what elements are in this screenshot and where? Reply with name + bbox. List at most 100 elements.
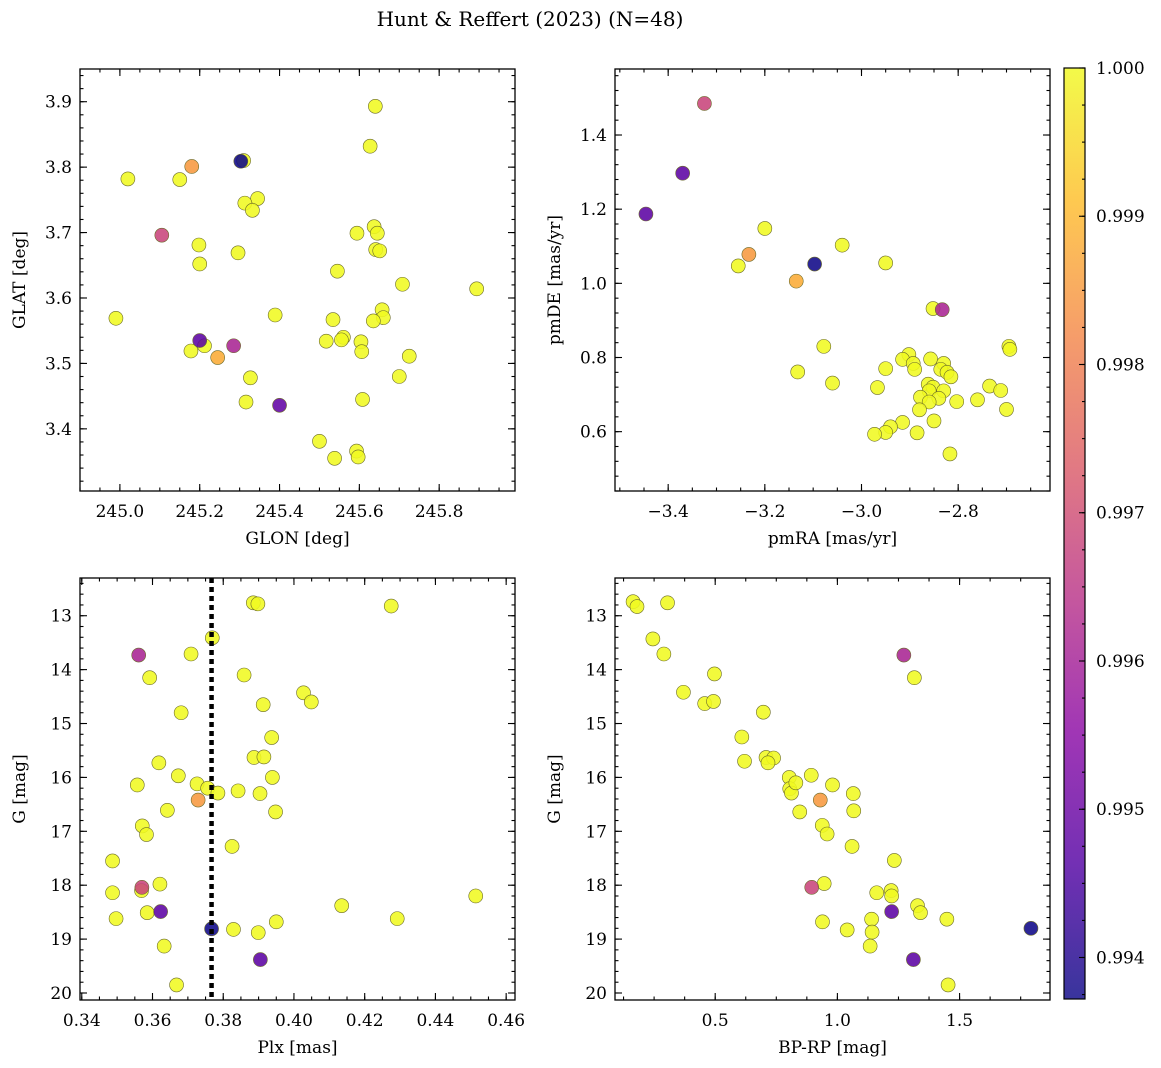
- data-point: [844, 839, 860, 854]
- data-point: [233, 153, 249, 169]
- data-point: [230, 245, 246, 261]
- data-point: [238, 394, 254, 410]
- data-point: [153, 904, 168, 919]
- y-tick-label: 3.5: [45, 354, 72, 374]
- colorbar-tick-label: 0.999: [1096, 207, 1145, 227]
- y-tick-label: 16: [50, 768, 72, 788]
- y-axis-label: G [mag]: [545, 754, 565, 823]
- figure-title: Hunt & Reffert (2023) (N=48): [377, 7, 684, 31]
- y-tick-label: 1.4: [580, 126, 607, 146]
- data-point: [372, 243, 388, 259]
- data-point: [864, 924, 880, 940]
- data-point: [142, 670, 157, 686]
- x-tick-label: 245.0: [96, 502, 145, 522]
- data-point: [909, 425, 925, 441]
- data-point: [312, 433, 327, 449]
- data-point: [389, 911, 405, 926]
- data-point: [250, 596, 266, 612]
- data-point: [645, 631, 661, 647]
- data-point: [629, 599, 645, 614]
- data-point: [816, 876, 832, 891]
- colorbar-tick-label: 0.997: [1096, 504, 1145, 524]
- y-tick-label: 19: [50, 930, 72, 950]
- data-point: [907, 670, 922, 686]
- data-point: [366, 313, 381, 329]
- data-point: [264, 730, 279, 745]
- data-point: [884, 888, 899, 904]
- data-point: [970, 392, 985, 408]
- data-point: [250, 925, 266, 940]
- data-point: [878, 361, 893, 376]
- data-point: [825, 375, 840, 391]
- x-tick-label: 0.42: [346, 1011, 384, 1031]
- data-point: [812, 792, 828, 808]
- data-point: [926, 413, 942, 429]
- colorbar-tick-label: 0.998: [1096, 355, 1145, 375]
- data-point: [183, 343, 199, 359]
- data-point: [318, 333, 334, 349]
- axes-frame: [79, 68, 516, 492]
- data-point: [906, 952, 921, 967]
- data-point: [156, 938, 172, 954]
- x-tick-label: 0.5: [702, 1011, 729, 1031]
- data-point: [151, 755, 167, 771]
- data-point: [350, 449, 366, 465]
- data-point: [236, 667, 252, 683]
- data-point: [183, 646, 199, 662]
- x-axis-label: BP-RP [mag]: [778, 1038, 887, 1058]
- x-tick-label: 0.44: [416, 1011, 454, 1031]
- colorbar-tick-label: 1.000: [1096, 59, 1145, 79]
- data-point: [252, 786, 268, 801]
- data-point: [923, 351, 938, 367]
- data-point: [368, 98, 383, 114]
- data-point: [303, 694, 319, 710]
- data-point: [707, 666, 722, 682]
- x-axis-label: GLON [deg]: [245, 529, 349, 549]
- data-point: [192, 256, 208, 272]
- y-tick-label: 3.9: [45, 93, 72, 113]
- y-tick-label: 15: [585, 715, 607, 735]
- data-point: [256, 749, 272, 765]
- data-point: [184, 159, 200, 174]
- y-tick-label: 1.2: [580, 200, 607, 220]
- data-point: [788, 775, 804, 791]
- data-point: [172, 172, 188, 187]
- data-point: [330, 263, 345, 279]
- data-point: [921, 394, 937, 410]
- x-tick-label: −3.2: [744, 502, 785, 522]
- x-tick-label: −2.8: [938, 502, 979, 522]
- data-point: [819, 826, 835, 842]
- data-point: [846, 803, 862, 819]
- data-point: [792, 804, 808, 820]
- data-point: [737, 753, 752, 769]
- data-point: [884, 904, 899, 919]
- data-point: [327, 450, 342, 466]
- scatter-series: [625, 594, 1039, 993]
- y-tick-label: 16: [585, 768, 607, 788]
- data-point: [191, 237, 207, 253]
- data-point: [105, 885, 120, 901]
- y-tick-label: 14: [585, 661, 607, 681]
- colorbar-gradient: [1064, 68, 1085, 999]
- data-point: [1002, 342, 1018, 357]
- data-point: [108, 911, 124, 926]
- y-tick-label: 0.8: [580, 349, 607, 369]
- data-point: [469, 281, 484, 297]
- data-point: [120, 171, 136, 187]
- x-tick-label: 245.6: [335, 502, 384, 522]
- data-point: [334, 332, 349, 348]
- y-tick-label: 15: [50, 715, 72, 735]
- data-point: [210, 785, 226, 801]
- data-point: [370, 225, 385, 241]
- data-point: [939, 911, 955, 927]
- data-point: [355, 392, 370, 407]
- y-tick-label: 13: [50, 607, 72, 627]
- data-point: [134, 880, 150, 895]
- data-point: [139, 827, 154, 842]
- data-point: [638, 206, 654, 222]
- x-tick-label: 0.36: [134, 1011, 172, 1031]
- y-tick-label: 17: [50, 822, 72, 842]
- data-point: [334, 898, 350, 913]
- data-point: [139, 905, 155, 920]
- data-point: [870, 380, 885, 395]
